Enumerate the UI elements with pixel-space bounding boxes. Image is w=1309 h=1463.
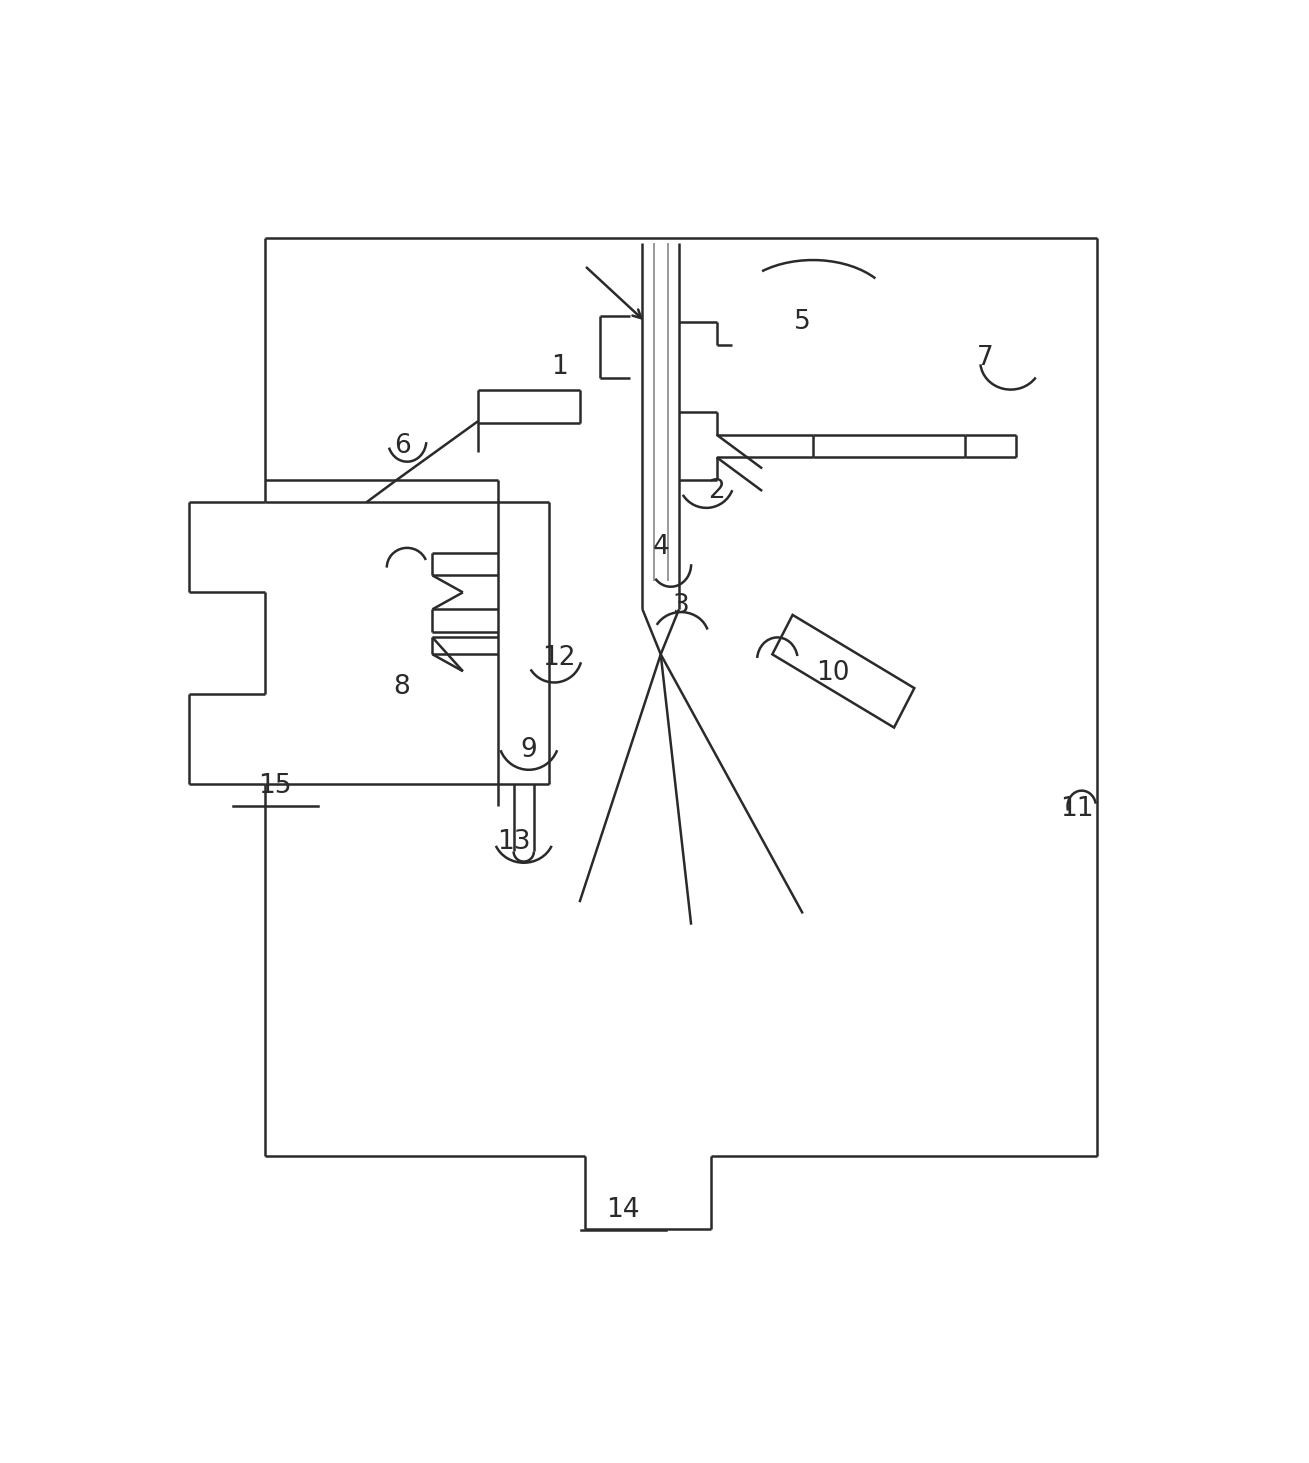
Text: 3: 3 — [673, 593, 690, 619]
Text: 9: 9 — [521, 737, 537, 764]
Text: 7: 7 — [977, 345, 994, 372]
Text: 4: 4 — [652, 534, 669, 560]
Text: 14: 14 — [606, 1197, 640, 1223]
Text: 6: 6 — [394, 433, 411, 459]
Text: 15: 15 — [258, 772, 292, 799]
Text: 1: 1 — [551, 354, 568, 380]
Text: 13: 13 — [497, 830, 530, 856]
Polygon shape — [772, 614, 915, 727]
Text: 5: 5 — [795, 309, 812, 335]
Text: 2: 2 — [708, 478, 725, 503]
Text: 12: 12 — [542, 645, 576, 670]
Text: 8: 8 — [394, 674, 411, 699]
Text: 11: 11 — [1060, 796, 1093, 822]
Text: 10: 10 — [817, 660, 850, 686]
